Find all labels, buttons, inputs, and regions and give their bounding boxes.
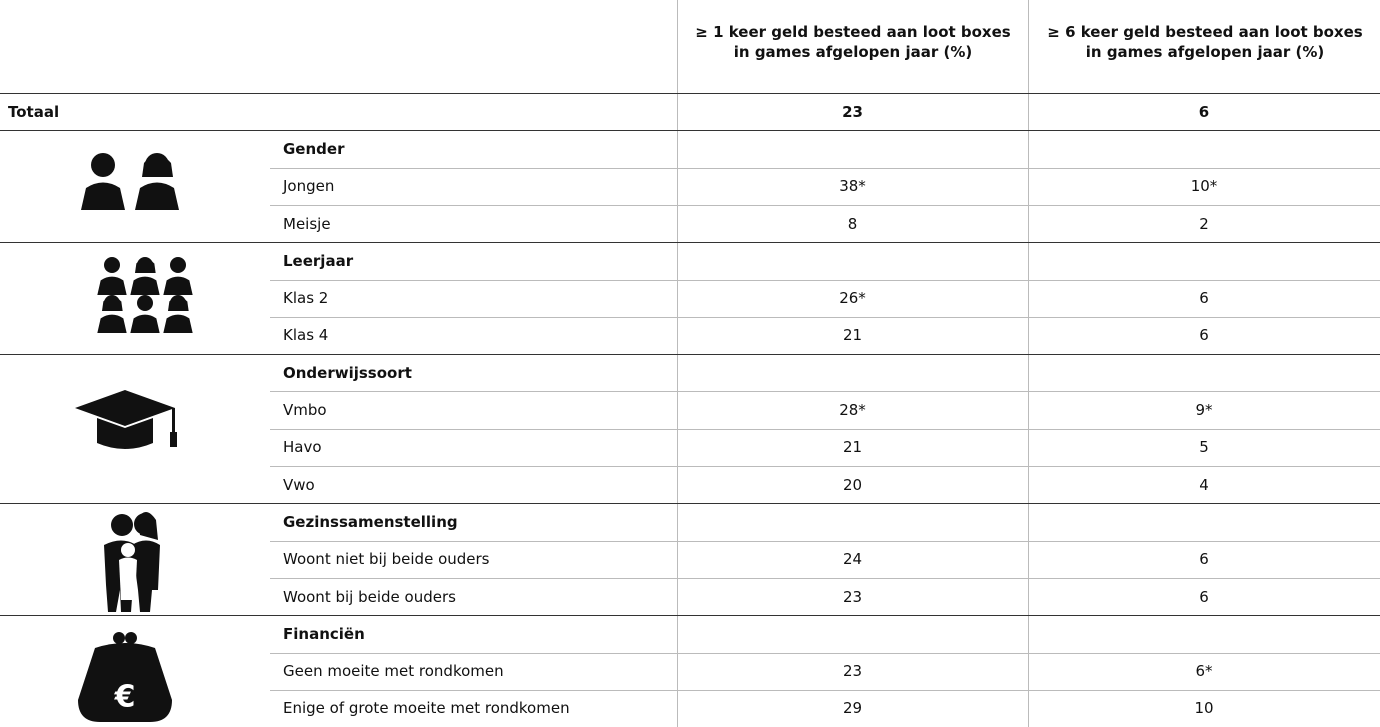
row-label: Woont niet bij beide ouders: [283, 550, 490, 569]
graduation-cap-icon: [75, 390, 177, 449]
row-rule: [270, 316, 1380, 318]
group-rule: [0, 130, 1380, 132]
group-rule: [0, 615, 1380, 617]
row-label: Vwo: [283, 475, 315, 494]
row-rule: [270, 428, 1380, 430]
row-label: Enige of grote moeite met rondkomen: [283, 699, 570, 718]
row-label: Vmbo: [283, 401, 327, 420]
total-label: Totaal: [8, 102, 60, 121]
row-label: Meisje: [283, 214, 331, 233]
row-rule: [270, 391, 1380, 393]
row-label: Woont bij beide ouders: [283, 587, 456, 606]
column-line: [677, 0, 678, 727]
value: 5: [1199, 438, 1209, 457]
value: 6: [1199, 326, 1209, 345]
row-label: Jongen: [283, 177, 335, 196]
group-title: Leerjaar: [283, 251, 354, 270]
row-label: Klas 2: [283, 289, 329, 308]
row-rule: [270, 577, 1380, 579]
girl-icon: [135, 153, 179, 210]
family-icon: [104, 511, 160, 612]
value: 8: [847, 214, 858, 233]
value: 6: [1199, 550, 1209, 569]
value: 6: [1199, 289, 1209, 308]
class-icon: [97, 257, 193, 333]
group-title: Gezinssamenstelling: [283, 512, 458, 531]
value: 6: [1198, 102, 1210, 121]
value: 24: [842, 550, 863, 569]
svg-text:€: €: [114, 680, 136, 715]
row-label: Havo: [283, 438, 322, 457]
row-rule: [270, 652, 1380, 654]
column-header: ≥ 6 keer geld besteed aan loot boxes in …: [1047, 23, 1363, 61]
row-rule: [270, 167, 1380, 169]
value: 29: [842, 699, 863, 718]
value: 10: [1194, 699, 1214, 718]
value: 20: [842, 475, 863, 494]
purse-icon: €: [78, 632, 172, 722]
row-label: Geen moeite met rondkomen: [283, 662, 504, 681]
column-line: [1028, 0, 1029, 727]
value: 21: [842, 438, 863, 457]
row-rule: [270, 204, 1380, 206]
value: 23: [842, 587, 863, 606]
value: 38*: [839, 177, 866, 196]
group-rule: [0, 242, 1380, 244]
row-rule: [270, 466, 1380, 467]
column-header: ≥ 1 keer geld besteed aan loot boxes in …: [695, 23, 1011, 61]
row-rule: [270, 689, 1380, 691]
group-title: Gender: [283, 139, 345, 158]
group-title: Financiën: [283, 624, 365, 643]
row-rule: [270, 540, 1380, 542]
value: 4: [1199, 475, 1209, 494]
value: 26*: [839, 289, 866, 308]
row-rule: [270, 279, 1380, 281]
value: 10*: [1190, 177, 1218, 196]
value: 2: [1199, 214, 1209, 233]
value: 28*: [839, 401, 866, 420]
group-rule: [0, 354, 1380, 356]
icons: €: [75, 153, 193, 722]
boy-icon: [81, 153, 125, 210]
row-label: Klas 4: [283, 326, 329, 345]
header-rule: [0, 93, 1380, 94]
value: 21: [842, 326, 863, 345]
value: 6*: [1195, 662, 1213, 681]
value: 6: [1199, 587, 1209, 606]
group-title: Onderwijssoort: [283, 363, 412, 382]
value: 9*: [1195, 401, 1213, 420]
value: 23: [842, 102, 863, 121]
group-rule: [0, 503, 1380, 505]
value: 23: [842, 662, 863, 681]
